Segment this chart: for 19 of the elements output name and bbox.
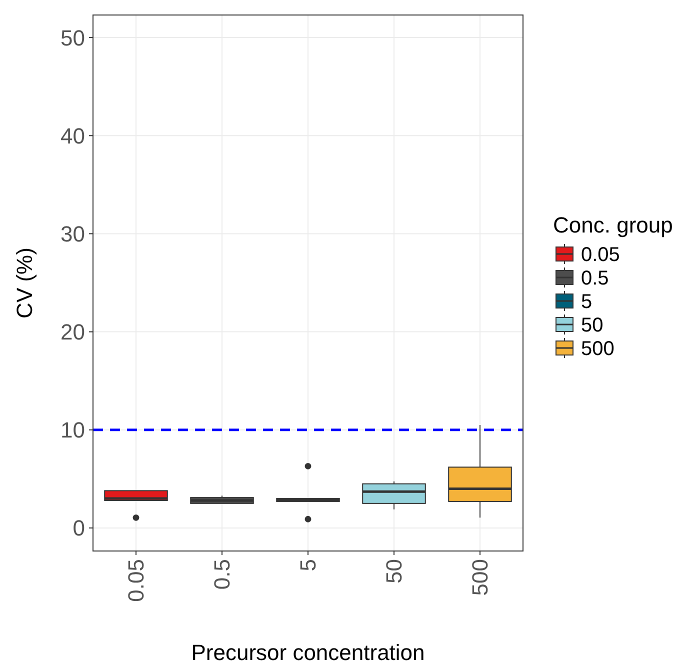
y-tick-label: 30 <box>60 221 85 246</box>
x-axis-title: Precursor concentration <box>191 640 425 664</box>
y-tick-label: 0 <box>72 516 85 541</box>
x-tick-label: 5 <box>296 559 321 572</box>
y-axis-title: CV (%) <box>12 248 37 318</box>
x-tick-label: 0.5 <box>210 559 235 590</box>
y-tick-label: 10 <box>60 418 85 443</box>
legend-title: Conc. group <box>553 212 673 238</box>
legend-label: 0.05 <box>581 244 620 266</box>
y-tick-label: 40 <box>60 123 85 148</box>
x-tick-label: 50 <box>382 559 407 584</box>
legend-label: 0.5 <box>581 268 609 290</box>
legend-label: 50 <box>581 314 604 336</box>
x-tick-label: 500 <box>468 559 493 596</box>
y-tick-label: 50 <box>60 25 85 50</box>
y-tick-label: 20 <box>60 319 85 344</box>
legend-label: 500 <box>581 338 614 360</box>
legend-label: 5 <box>581 291 592 313</box>
x-tick-label: 0.05 <box>124 559 149 602</box>
